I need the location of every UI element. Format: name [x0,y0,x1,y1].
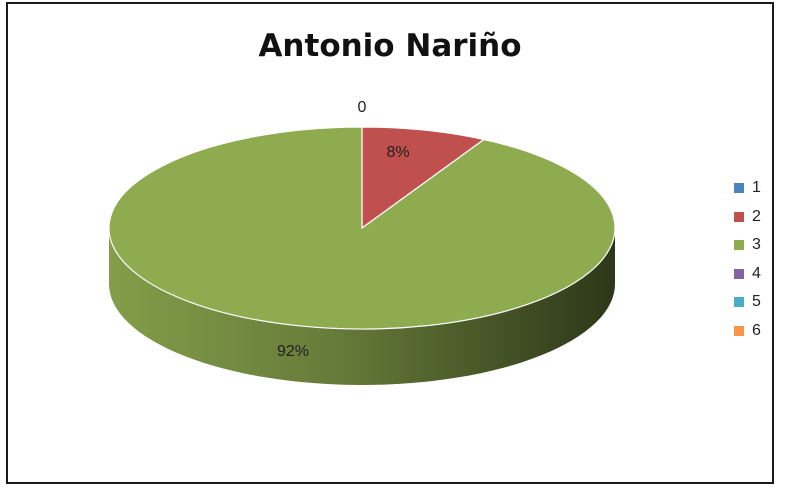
data-label-2: 8% [386,144,409,161]
data-label-3: 92% [277,343,309,360]
legend-swatch-3 [734,240,744,251]
chart-title: Antonio Nariño [258,28,522,64]
legend-swatch-6 [734,325,744,336]
legend-item-5: 5 [734,288,761,317]
pie-slice-2 [361,126,486,230]
legend-label-2: 2 [752,207,761,225]
legend-swatch-4 [734,268,744,279]
legend-item-4: 4 [734,260,761,289]
legend-label-3: 3 [752,236,761,254]
legend-label-4: 4 [752,264,761,282]
legend-label-6: 6 [752,321,761,339]
legend-label-5: 5 [752,293,761,311]
legend-item-2: 2 [734,203,761,232]
pie-side-3 [109,228,615,385]
legend-item-6: 6 [734,317,761,346]
data-label-1: 0 [358,99,367,116]
legend-item-1: 1 [734,174,761,203]
legend-label-1: 1 [752,179,761,197]
pie-slice-3 [108,126,616,330]
legend-item-3: 3 [734,231,761,260]
legend-swatch-1 [734,183,744,194]
chart-legend: 1 2 3 4 5 6 [734,174,761,345]
legend-swatch-5 [734,297,744,308]
legend-swatch-2 [734,211,744,222]
